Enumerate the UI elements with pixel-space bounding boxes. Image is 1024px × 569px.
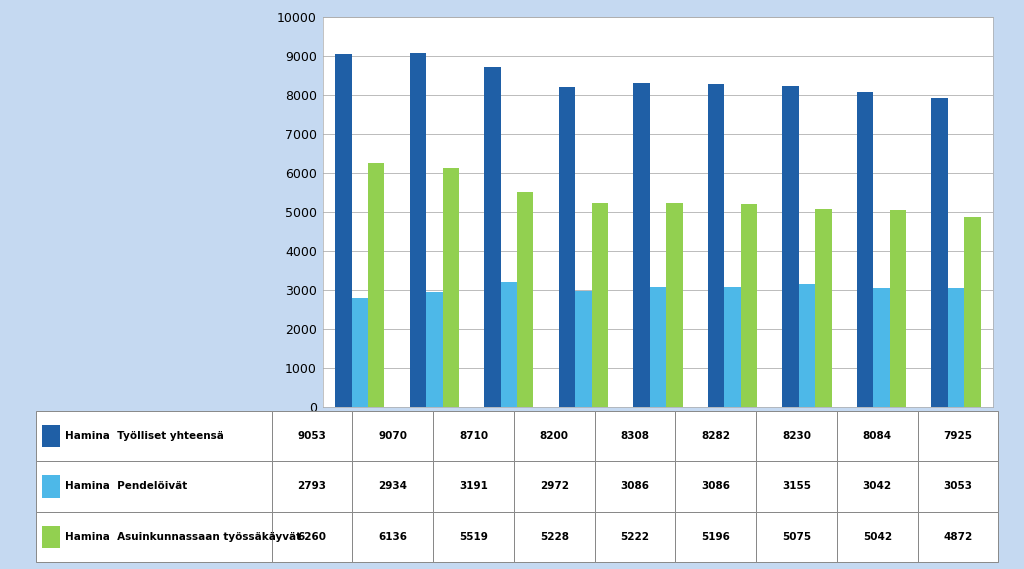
Text: 3042: 3042 xyxy=(862,481,892,492)
Bar xyxy=(873,288,890,407)
Bar xyxy=(799,284,815,407)
Bar xyxy=(965,217,981,407)
Bar xyxy=(890,211,906,407)
Bar xyxy=(592,203,608,407)
Bar xyxy=(815,209,831,407)
Text: 6260: 6260 xyxy=(298,532,327,542)
Text: 8084: 8084 xyxy=(862,431,892,441)
Text: Hamina  Pendelöivät: Hamina Pendelöivät xyxy=(65,481,186,492)
Bar xyxy=(575,291,592,407)
Bar xyxy=(484,67,501,407)
Bar xyxy=(442,168,459,407)
Bar xyxy=(501,282,517,407)
Bar xyxy=(426,292,442,407)
Bar xyxy=(708,84,724,407)
Text: 9053: 9053 xyxy=(298,431,327,441)
Text: Hamina  Työlliset yhteensä: Hamina Työlliset yhteensä xyxy=(65,431,223,441)
Text: Hamina  Asuinkunnassaan työssäkäyvät: Hamina Asuinkunnassaan työssäkäyvät xyxy=(65,532,301,542)
Text: 9070: 9070 xyxy=(378,431,408,441)
Text: 2934: 2934 xyxy=(378,481,408,492)
Text: 8282: 8282 xyxy=(701,431,730,441)
Bar xyxy=(517,192,534,407)
Text: 3053: 3053 xyxy=(943,481,973,492)
Bar xyxy=(857,92,873,407)
Text: 8230: 8230 xyxy=(782,431,811,441)
Bar xyxy=(948,288,965,407)
Text: 2972: 2972 xyxy=(540,481,568,492)
Bar xyxy=(740,204,757,407)
Bar xyxy=(368,163,384,407)
Text: 3155: 3155 xyxy=(782,481,811,492)
Bar xyxy=(633,83,649,407)
Bar xyxy=(782,86,799,407)
Bar xyxy=(410,53,426,407)
Text: 3086: 3086 xyxy=(701,481,730,492)
Bar xyxy=(351,298,368,407)
Text: 7925: 7925 xyxy=(943,431,973,441)
Bar xyxy=(559,87,575,407)
Text: 8710: 8710 xyxy=(459,431,488,441)
Bar xyxy=(649,287,667,407)
Text: 6136: 6136 xyxy=(378,532,408,542)
Bar xyxy=(335,54,351,407)
Text: 3086: 3086 xyxy=(621,481,649,492)
Text: 8200: 8200 xyxy=(540,431,568,441)
Text: 5222: 5222 xyxy=(621,532,649,542)
Text: 5519: 5519 xyxy=(459,532,488,542)
Text: 3191: 3191 xyxy=(459,481,488,492)
Bar xyxy=(667,203,683,407)
Text: 2793: 2793 xyxy=(298,481,327,492)
Text: 5042: 5042 xyxy=(862,532,892,542)
Text: 5075: 5075 xyxy=(782,532,811,542)
Bar xyxy=(724,287,740,407)
Text: 5196: 5196 xyxy=(701,532,730,542)
Bar xyxy=(932,98,948,407)
Text: 4872: 4872 xyxy=(943,532,973,542)
Text: 8308: 8308 xyxy=(621,431,649,441)
Text: 5228: 5228 xyxy=(540,532,568,542)
